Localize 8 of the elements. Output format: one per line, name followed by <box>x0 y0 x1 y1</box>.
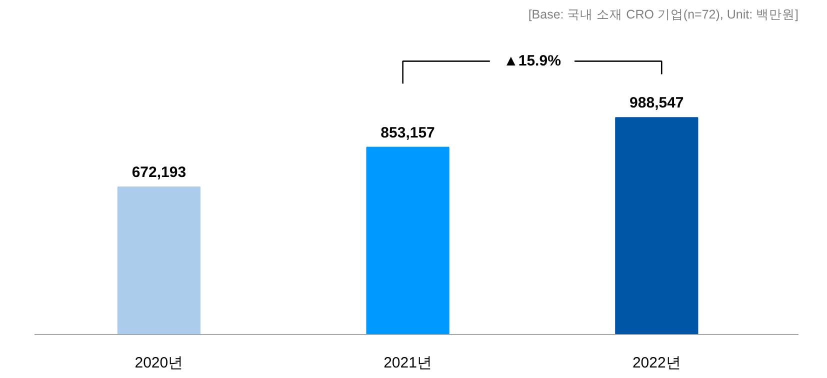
data-label: 853,157 <box>380 124 435 142</box>
data-label: 988,547 <box>630 94 684 112</box>
x-tick-label: 2022년 <box>632 354 681 372</box>
text: [Base: 국내 소재 CRO 기업(n=72), Unit: 백만원] <box>528 8 799 22</box>
data-label: 672,193 <box>132 164 186 182</box>
x-tick-label: 2020년 <box>134 354 184 372</box>
text: ▲15.9% <box>504 52 561 70</box>
x-tick-label: 2021년 <box>384 354 432 372</box>
